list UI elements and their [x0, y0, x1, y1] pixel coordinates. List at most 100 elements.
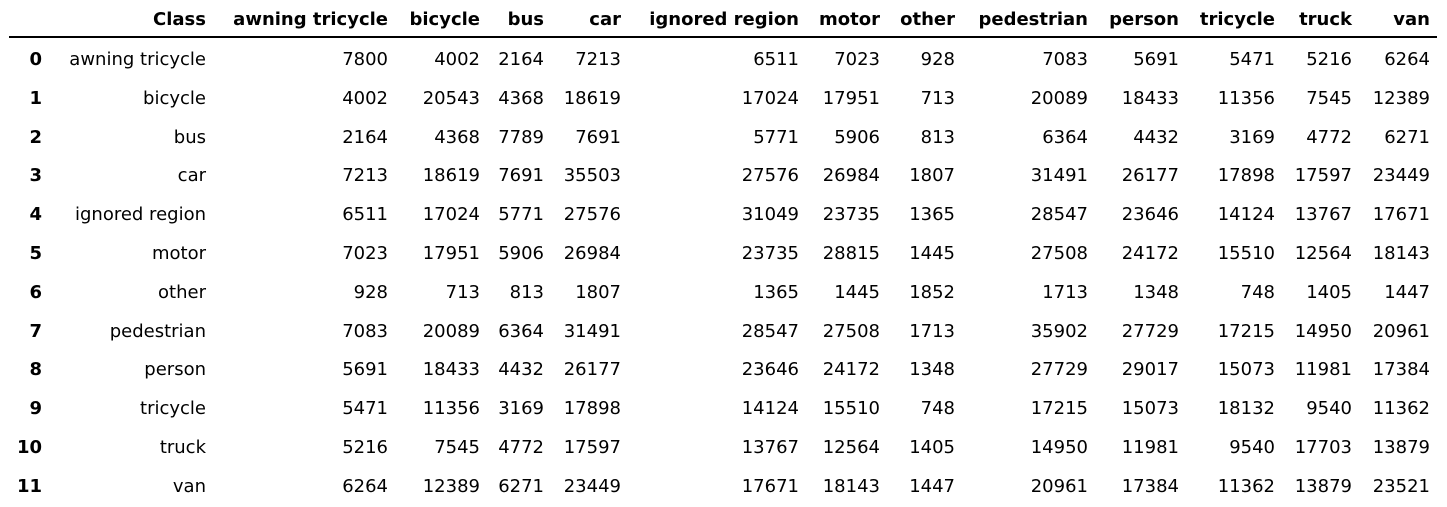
table-container: Class awning tricycle bicycle bus car ignored…: [9, 3, 1437, 507]
table-cell: 13767: [1294, 204, 1352, 226]
table-cell: 17215: [1030, 398, 1088, 420]
table-cell: 27729: [1030, 359, 1088, 381]
table-cell: 7545: [434, 436, 480, 458]
table-cell: 20543: [422, 87, 480, 109]
table-cell: 4772: [498, 436, 544, 458]
row-class-label: awning tricycle: [69, 49, 206, 70]
row-class-label: bicycle: [143, 87, 206, 109]
column-header: bicycle: [395, 3, 487, 38]
header-class-cell: Class: [49, 3, 213, 38]
table-cell: 17384: [1121, 475, 1179, 497]
column-header: car: [551, 3, 628, 38]
table-cell: 20089: [422, 320, 480, 342]
table-cell: 13879: [1294, 475, 1352, 497]
row-index: 10: [16, 436, 42, 458]
column-header: tricycle: [1186, 3, 1282, 38]
table-cell: 9540: [1306, 398, 1352, 420]
table-cell: 13767: [741, 436, 799, 458]
table-cell: 23521: [1372, 475, 1430, 497]
table-cell: 928: [920, 49, 955, 70]
table-cell: 5471: [342, 398, 388, 420]
column-header: other: [887, 3, 962, 38]
table-cell: 7545: [1306, 87, 1352, 109]
table-cell: 4002: [434, 49, 480, 70]
table-cell: 17671: [741, 475, 799, 497]
table-row: 10 truck 5216 7545 4772 17597 13767 12564 1405 14…: [9, 429, 1437, 468]
table-cell: 4432: [498, 359, 544, 381]
table-cell: 5216: [1306, 49, 1352, 70]
table-cell: 5691: [1133, 49, 1179, 70]
table-cell: 7083: [342, 320, 388, 342]
table-cell: 26177: [563, 359, 621, 381]
table-cell: 1447: [1384, 281, 1430, 303]
table-cell: 27576: [741, 165, 799, 187]
row-class-label: bus: [173, 126, 206, 148]
table-cell: 17898: [1217, 165, 1275, 187]
table-cell: 35902: [1030, 320, 1088, 342]
table-cell: 6511: [342, 204, 388, 226]
table-cell: 1365: [909, 204, 955, 226]
row-index: 2: [29, 126, 42, 148]
table-cell: 14124: [1217, 204, 1275, 226]
table-cell: 7213: [342, 165, 388, 187]
table-cell: 6271: [1384, 126, 1430, 148]
table-row: 2 bus 2164 4368 7789 7691 5771 5906 813 6364 4432 3…: [9, 119, 1437, 158]
table-cell: 1405: [909, 436, 955, 458]
row-class-label: tricycle: [140, 398, 206, 420]
table-cell: 5691: [342, 359, 388, 381]
table-row: 4 ignored region 6511 17024 5771 27576 31049 23…: [9, 196, 1437, 235]
table-cell: 14950: [1030, 436, 1088, 458]
table-cell: 5906: [834, 126, 880, 148]
table-cell: 5906: [498, 242, 544, 264]
column-header: person: [1095, 3, 1186, 38]
table-row: 6 other 928 713 813 1807 1365 1445 1852 1713 1348 7…: [9, 274, 1437, 313]
table-cell: 26177: [1121, 165, 1179, 187]
table-cell: 748: [1240, 281, 1275, 303]
table-cell: 17215: [1217, 320, 1275, 342]
table-cell: 18132: [1217, 398, 1275, 420]
table-cell: 11356: [1217, 87, 1275, 109]
table-cell: 18143: [1372, 242, 1430, 264]
row-class-label: truck: [159, 436, 206, 458]
table-cell: 12564: [822, 436, 880, 458]
row-class-label: other: [158, 281, 206, 303]
table-cell: 1405: [1306, 281, 1352, 303]
table-cell: 7800: [342, 49, 388, 70]
table-cell: 28547: [1030, 204, 1088, 226]
table-cell: 1713: [909, 320, 955, 342]
table-cell: 23646: [741, 359, 799, 381]
row-index: 4: [29, 204, 42, 226]
row-index: 7: [29, 320, 42, 342]
table-cell: 23646: [1121, 204, 1179, 226]
table-cell: 26984: [563, 242, 621, 264]
header-row: Class awning tricycle bicycle bus car ignored…: [9, 3, 1437, 38]
table-cell: 1445: [909, 242, 955, 264]
table-cell: 6511: [753, 49, 799, 70]
table-cell: 11981: [1294, 359, 1352, 381]
table-cell: 1348: [909, 359, 955, 381]
table-cell: 1807: [909, 165, 955, 187]
table-cell: 3169: [1229, 126, 1275, 148]
table-cell: 11362: [1217, 475, 1275, 497]
row-class-label: van: [172, 475, 206, 497]
table-cell: 4002: [342, 87, 388, 109]
table-cell: 18619: [422, 165, 480, 187]
table-cell: 27576: [563, 204, 621, 226]
table-cell: 7691: [498, 165, 544, 187]
table-cell: 17024: [422, 204, 480, 226]
table-cell: 31491: [1030, 165, 1088, 187]
table-body: 0 awning tricycle 7800 4002 2164 7213 6511 7023…: [9, 37, 1437, 507]
column-header: ignored region: [628, 3, 806, 38]
table-cell: 11362: [1372, 398, 1430, 420]
column-header: pedestrian: [962, 3, 1095, 38]
table-cell: 7023: [342, 242, 388, 264]
row-index: 0: [29, 49, 42, 70]
row-class-label: car: [177, 165, 206, 187]
table-cell: 5216: [342, 436, 388, 458]
column-header: bus: [487, 3, 551, 38]
table-cell: 12389: [422, 475, 480, 497]
table-row: 1 bicycle 4002 20543 4368 18619 17024 17951 713 2…: [9, 80, 1437, 119]
table-cell: 31049: [741, 204, 799, 226]
table-cell: 1445: [834, 281, 880, 303]
table-cell: 7083: [1042, 49, 1088, 70]
